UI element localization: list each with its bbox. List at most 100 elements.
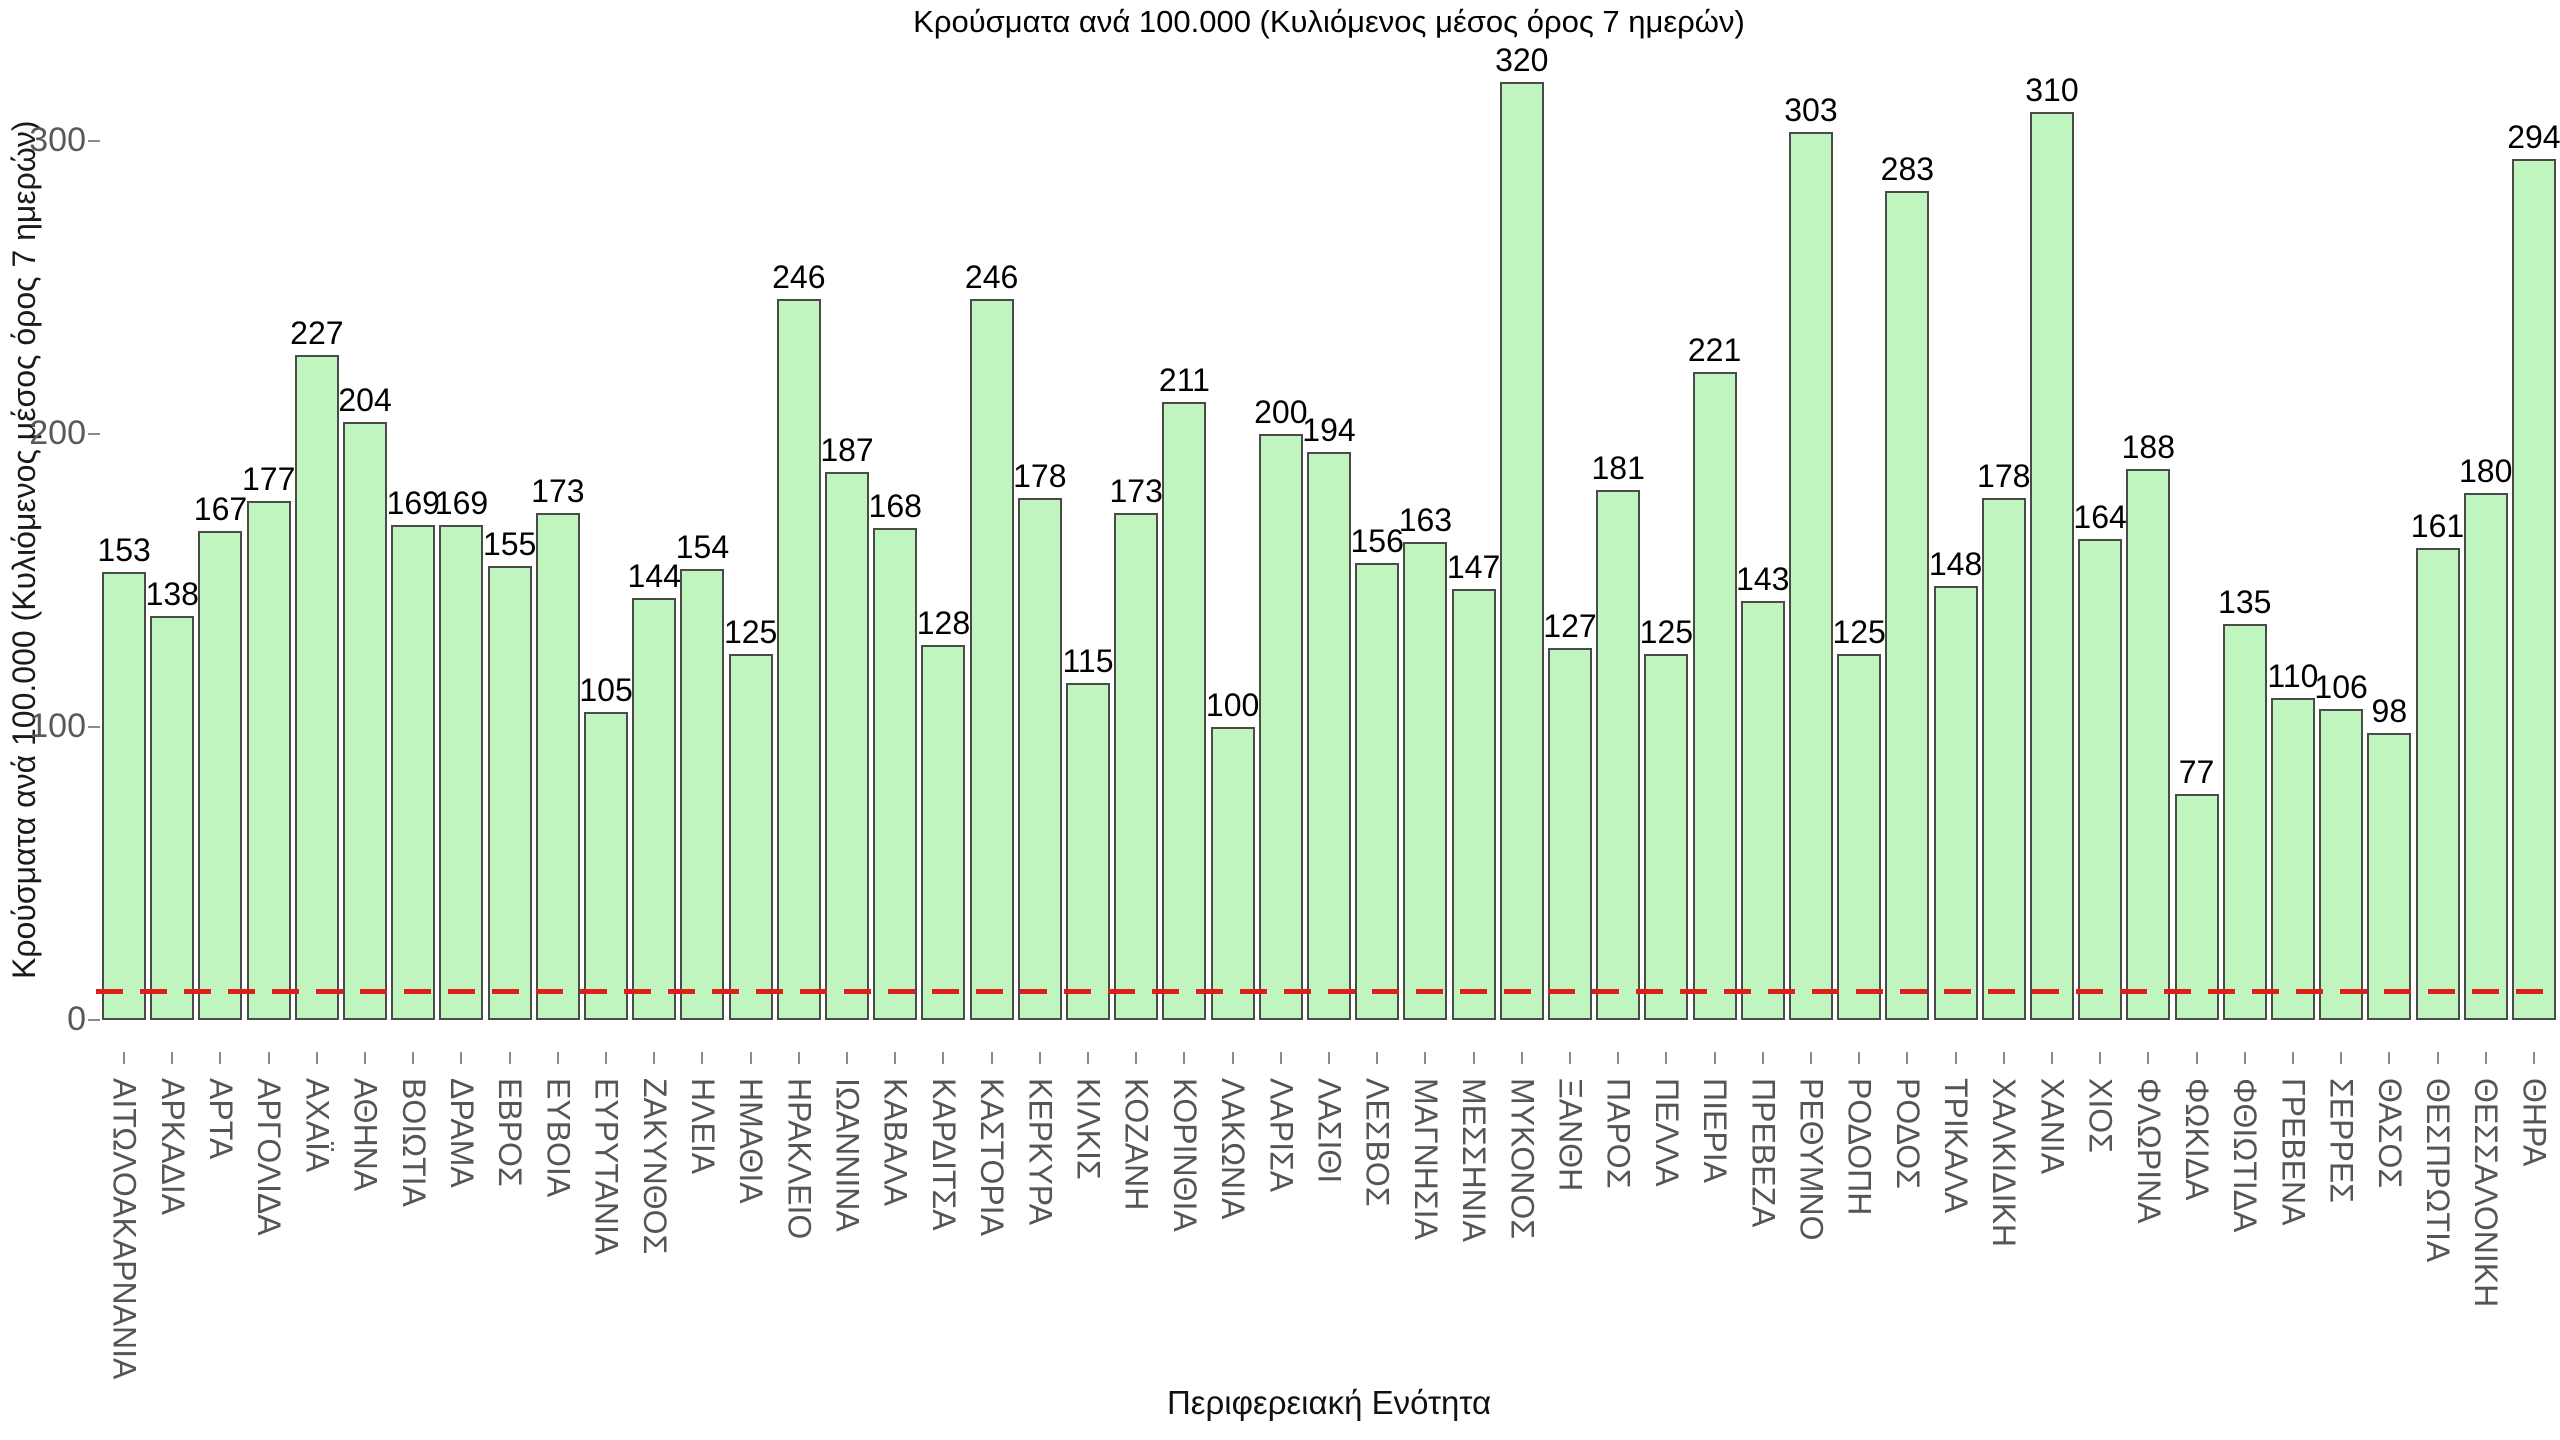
x-tick-mark [1279, 1052, 1282, 1064]
bar [921, 645, 966, 1020]
x-tick-label: ΕΥΡΥΤΑΝΙΑ [588, 1078, 625, 1256]
x-tick-label: ΚΙΛΚΙΣ [1070, 1078, 1107, 1180]
y-tick-label: 100 [29, 707, 86, 745]
bar-value-label: 138 [145, 576, 199, 612]
bar-value-label: 211 [1158, 362, 1210, 398]
x-tick-mark [846, 1052, 849, 1064]
bar-value-label: 294 [2507, 119, 2560, 155]
bar [584, 712, 629, 1020]
x-tick-mark [1761, 1052, 1764, 1064]
bar-value-label: 310 [2025, 72, 2079, 108]
bar [1403, 542, 1448, 1020]
threshold-line [96, 988, 2560, 994]
x-tick-label: ΜΕΣΣΗΝΙΑ [1456, 1078, 1493, 1243]
x-tick-label: ΠΡΕΒΕΖΑ [1745, 1078, 1782, 1228]
bar [1114, 513, 1159, 1020]
x-tick-label: ΚΑΒΑΛΑ [877, 1078, 914, 1207]
bar-value-label: 194 [1302, 412, 1356, 448]
bar-value-label: 115 [1062, 643, 1114, 679]
bar-value-label: 177 [241, 461, 296, 497]
x-tick-label: ΓΡΕΒΕΝΑ [2275, 1078, 2312, 1226]
x-tick-label: ΦΘΙΩΤΙΔΑ [2227, 1078, 2264, 1233]
x-tick-label: ΛΕΣΒΟΣ [1359, 1078, 1396, 1207]
x-tick-mark [1520, 1052, 1523, 1064]
bar [487, 566, 532, 1020]
bar [680, 569, 725, 1020]
x-tick-label: ΚΟΡΙΝΘΙΑ [1166, 1078, 1203, 1232]
x-tick-label: ΑΡΤΑ [202, 1078, 239, 1160]
x-tick-mark [749, 1052, 752, 1064]
bar-value-label: 188 [2121, 429, 2176, 465]
bar-value-label: 110 [2267, 658, 2319, 694]
x-tick-mark [2099, 1052, 2102, 1064]
bar [343, 422, 388, 1020]
x-tick-mark [605, 1052, 608, 1064]
x-tick-mark [219, 1052, 222, 1064]
bar [2319, 709, 2364, 1020]
x-tick-mark [267, 1052, 270, 1064]
y-tick-label: 200 [29, 414, 86, 452]
bar-value-label: 148 [1928, 546, 1983, 582]
x-tick-mark [1713, 1052, 1716, 1064]
bar-value-label: 181 [1591, 450, 1645, 486]
x-tick-label: ΧΙΟΣ [2082, 1078, 2119, 1153]
x-tick-mark [171, 1052, 174, 1064]
bar-value-label: 168 [868, 488, 922, 524]
x-tick-label: ΣΕΡΡΕΣ [2323, 1078, 2360, 1203]
y-tick-mark [88, 726, 100, 728]
bar-value-label: 161 [2410, 508, 2465, 544]
bar [1355, 563, 1400, 1020]
x-tick-mark [2050, 1052, 2053, 1064]
bar-value-label: 127 [1543, 608, 1597, 644]
x-tick-mark [2291, 1052, 2294, 1064]
bar-value-label: 125 [1832, 614, 1886, 650]
bar-value-label: 106 [2314, 669, 2368, 705]
bar-value-label: 187 [820, 432, 874, 468]
x-tick-label: ΦΩΚΙΔΑ [2179, 1078, 2216, 1201]
x-tick-label: ΚΟΖΑΝΗ [1118, 1078, 1155, 1211]
bar [2174, 794, 2219, 1020]
x-tick-label: ΑΙΤΩΛΟΑΚΑΡΝΑΝΙΑ [106, 1078, 143, 1380]
bar [873, 528, 918, 1020]
bar-value-label: 143 [1736, 561, 1790, 597]
bar [1162, 402, 1207, 1020]
bar-value-label: 246 [964, 259, 1019, 295]
bar [1596, 490, 1641, 1020]
bar [1692, 372, 1737, 1020]
y-tick-mark [88, 433, 100, 435]
bar-value-label: 303 [1784, 92, 1838, 128]
x-tick-mark [556, 1052, 559, 1064]
bar-value-label: 77 [2178, 754, 2215, 790]
bar [2415, 548, 2460, 1020]
x-tick-mark [2002, 1052, 2005, 1064]
x-tick-mark [1858, 1052, 1861, 1064]
bar [1981, 498, 2026, 1020]
x-tick-label: ΠΕΛΛΑ [1648, 1078, 1685, 1187]
x-tick-label: ΘΕΣΠΡΩΤΙΑ [2420, 1078, 2456, 1263]
x-tick-mark [1183, 1052, 1186, 1064]
chart-title: Κρούσματα ανά 100.000 (Κυλιόμενος μέσος … [913, 4, 1745, 39]
x-tick-label: ΡΕΘΥΜΝΟ [1793, 1078, 1830, 1241]
bar-value-label: 178 [1013, 458, 1067, 494]
bar-value-label: 167 [193, 491, 248, 527]
bar [728, 654, 773, 1020]
bar [102, 572, 147, 1020]
x-tick-mark [1231, 1052, 1234, 1064]
x-tick-label: ΒΟΙΩΤΙΑ [395, 1078, 432, 1207]
x-tick-label: ΞΑΝΘΗ [1552, 1078, 1589, 1192]
bar [439, 525, 484, 1020]
x-tick-mark [1568, 1052, 1571, 1064]
bar [1017, 498, 1062, 1020]
y-tick-label: 300 [29, 121, 86, 159]
x-tick-label: ΚΕΡΚΥΡΑ [1022, 1078, 1059, 1226]
x-tick-mark [990, 1052, 993, 1064]
y-tick-label: 0 [67, 1000, 86, 1038]
x-tick-label: ΑΘΗΝΑ [347, 1078, 384, 1192]
bar-value-label: 283 [1880, 151, 1935, 187]
x-tick-mark [1472, 1052, 1475, 1064]
x-tick-label: ΧΑΝΙΑ [2034, 1078, 2071, 1175]
bar-value-label: 169 [386, 485, 440, 521]
x-tick-mark [412, 1052, 415, 1064]
bar [2126, 469, 2171, 1020]
x-tick-mark [1617, 1052, 1620, 1064]
